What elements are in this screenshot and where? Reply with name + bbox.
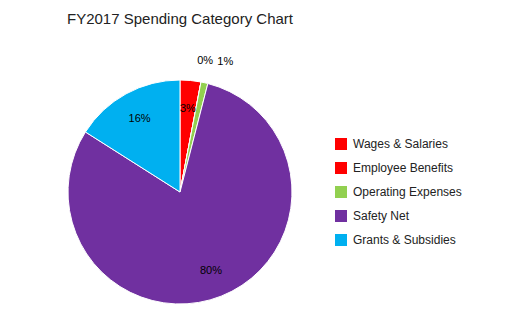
legend-swatch: [335, 186, 347, 198]
pie-slice: [85, 80, 180, 192]
data-label: 80%: [200, 264, 222, 276]
chart-title: FY2017 Spending Category Chart: [67, 10, 294, 27]
data-label: 0%: [197, 54, 213, 66]
chart-container: FY2017 Spending Category Chart 3% 0% 1% 80% 1…: [0, 0, 520, 333]
chart-svg: FY2017 Spending Category Chart 3% 0% 1% 80% 1…: [0, 0, 520, 333]
pie: [68, 80, 292, 304]
legend-label: Grants & Subsidies: [353, 233, 456, 247]
data-labels: 3% 0% 1% 80% 16%: [129, 54, 234, 276]
legend-item: Grants & Subsidies: [335, 233, 456, 247]
legend-swatch: [335, 162, 347, 174]
legend-swatch: [335, 138, 347, 150]
data-label: 1%: [217, 55, 233, 67]
legend-label: Safety Net: [353, 209, 410, 223]
legend-swatch: [335, 210, 347, 222]
legend-label: Operating Expenses: [353, 185, 462, 199]
legend: Wages & Salaries Employee Benefits Operati…: [335, 137, 462, 247]
legend-item: Wages & Salaries: [335, 137, 448, 151]
legend-label: Wages & Salaries: [353, 137, 448, 151]
legend-item: Safety Net: [335, 209, 410, 223]
data-label: 3%: [180, 102, 196, 114]
legend-item: Operating Expenses: [335, 185, 462, 199]
legend-label: Employee Benefits: [353, 161, 453, 175]
data-label: 16%: [129, 112, 151, 124]
legend-swatch: [335, 234, 347, 246]
legend-item: Employee Benefits: [335, 161, 453, 175]
